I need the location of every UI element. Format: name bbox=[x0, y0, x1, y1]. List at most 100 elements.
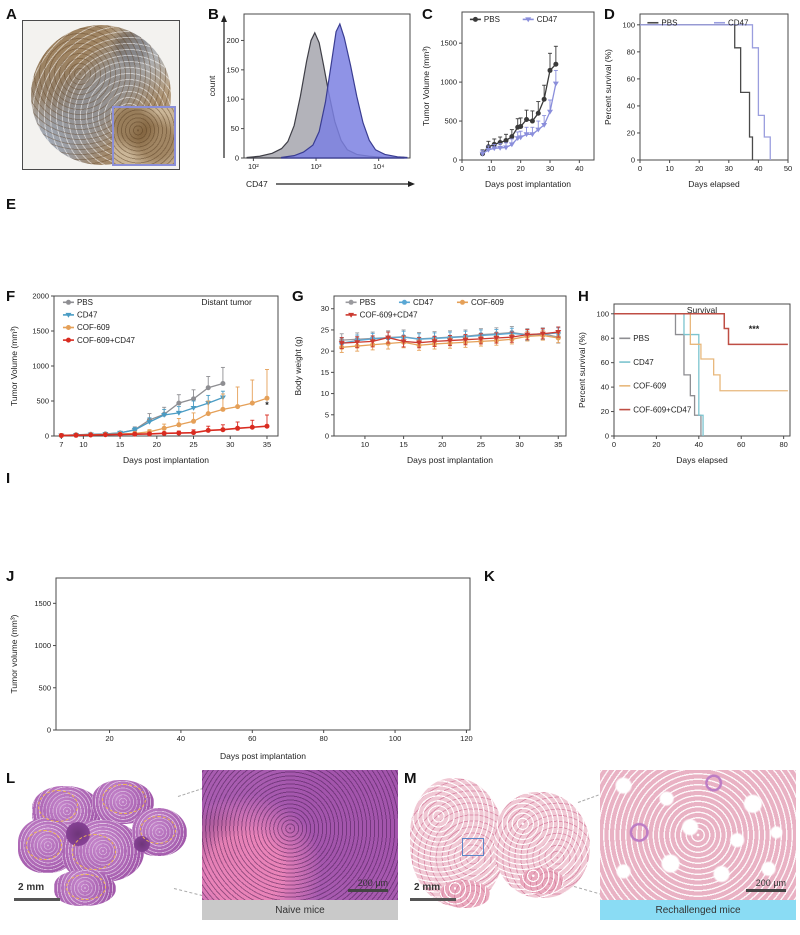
inset-source-box bbox=[462, 838, 484, 856]
svg-text:CD47: CD47 bbox=[77, 311, 98, 320]
histology-inset-rechallenged bbox=[600, 770, 796, 900]
svg-text:0: 0 bbox=[453, 156, 457, 165]
svg-text:20: 20 bbox=[627, 128, 635, 137]
panel-label-l: L bbox=[6, 770, 16, 787]
svg-text:Survival: Survival bbox=[687, 305, 717, 315]
svg-text:80: 80 bbox=[779, 440, 787, 449]
svg-text:COF-609+CD47: COF-609+CD47 bbox=[360, 311, 419, 320]
svg-text:30: 30 bbox=[226, 440, 234, 449]
panel-label-c: C bbox=[422, 6, 433, 23]
svg-text:2000: 2000 bbox=[32, 292, 49, 301]
svg-text:0: 0 bbox=[631, 156, 635, 165]
svg-text:10: 10 bbox=[321, 389, 329, 398]
ihc-zoom-inset bbox=[112, 106, 176, 166]
chart-tumor-volume-pbs-cd47: 0 10 20 30 40 0 500 1000 1500 Tumor Volume (mm³) D… bbox=[421, 11, 595, 189]
svg-text:COF-609: COF-609 bbox=[471, 298, 504, 307]
svg-text:PBS: PBS bbox=[360, 298, 376, 307]
svg-text:10: 10 bbox=[665, 164, 673, 173]
panel-label-h: H bbox=[578, 288, 589, 305]
svg-text:7: 7 bbox=[59, 440, 63, 449]
caption-rechallenged-mice: Rechallenged mice bbox=[600, 900, 796, 920]
panel-label-k: K bbox=[484, 568, 495, 585]
svg-text:40: 40 bbox=[601, 383, 609, 392]
svg-text:1500: 1500 bbox=[34, 599, 51, 608]
svg-text:60: 60 bbox=[737, 440, 745, 449]
svg-text:0: 0 bbox=[460, 164, 464, 173]
svg-text:Days post implantation: Days post implantation bbox=[485, 179, 571, 189]
svg-text:COF-609+CD47: COF-609+CD47 bbox=[77, 336, 136, 345]
svg-text:0: 0 bbox=[47, 726, 51, 735]
svg-text:150: 150 bbox=[226, 65, 239, 74]
svg-text:80: 80 bbox=[601, 334, 609, 343]
svg-text:Distant tumor: Distant tumor bbox=[201, 297, 252, 307]
svg-text:25: 25 bbox=[477, 440, 485, 449]
svg-text:Tumor Volume (mm³): Tumor Volume (mm³) bbox=[421, 46, 431, 126]
svg-text:50: 50 bbox=[784, 164, 792, 173]
chart-survival-pbs-cd47: 0 10 20 30 40 50 0 20 40 60 80 100 Percent survival … bbox=[603, 13, 792, 189]
svg-text:200: 200 bbox=[226, 36, 239, 45]
panel-m-histology-rechallenged: 2 mm 200 μm Rechallenged mice bbox=[400, 766, 798, 932]
inset-scale-label: 200 μm bbox=[704, 878, 786, 892]
svg-text:20: 20 bbox=[321, 347, 329, 356]
panel-l-histology-naive: 2 mm 200 μm Naive mice bbox=[6, 766, 398, 932]
svg-text:50: 50 bbox=[231, 124, 239, 133]
svg-text:Days post implantation: Days post implantation bbox=[220, 751, 306, 761]
caption-naive-mice: Naive mice bbox=[202, 900, 398, 920]
svg-text:60: 60 bbox=[601, 358, 609, 367]
svg-text:1500: 1500 bbox=[440, 39, 457, 48]
svg-text:Percent survival (%): Percent survival (%) bbox=[603, 49, 613, 125]
svg-text:Days post implantation: Days post implantation bbox=[123, 455, 209, 465]
svg-text:Days elapsed: Days elapsed bbox=[688, 179, 740, 189]
svg-text:1000: 1000 bbox=[34, 641, 51, 650]
svg-text:100: 100 bbox=[226, 95, 239, 104]
svg-text:COF-609: COF-609 bbox=[77, 323, 110, 332]
svg-text:0: 0 bbox=[638, 164, 642, 173]
svg-text:20: 20 bbox=[438, 440, 446, 449]
svg-text:80: 80 bbox=[627, 47, 635, 56]
panel-label-b: B bbox=[208, 6, 219, 23]
svg-text:10²: 10² bbox=[248, 162, 259, 171]
svg-text:0: 0 bbox=[325, 432, 329, 441]
svg-text:PBS: PBS bbox=[633, 334, 649, 343]
svg-text:15: 15 bbox=[321, 368, 329, 377]
lung-section-rechallenged bbox=[410, 776, 592, 914]
svg-text:30: 30 bbox=[321, 304, 329, 313]
svg-text:PBS: PBS bbox=[661, 18, 677, 27]
svg-text:Tumor Volume (mm³): Tumor Volume (mm³) bbox=[9, 326, 19, 406]
tumor-outline bbox=[72, 834, 116, 870]
svg-text:*: * bbox=[265, 400, 269, 410]
svg-text:35: 35 bbox=[263, 440, 271, 449]
svg-text:15: 15 bbox=[399, 440, 407, 449]
svg-text:30: 30 bbox=[725, 164, 733, 173]
svg-text:***: *** bbox=[749, 324, 760, 334]
svg-text:0: 0 bbox=[605, 432, 609, 441]
svg-text:count: count bbox=[207, 75, 217, 96]
svg-text:Percent survival (%): Percent survival (%) bbox=[577, 332, 587, 408]
chart-flow-histogram-cd47: 10² 10³ 10⁴ 0 50 100 150 200 count CD47 bbox=[207, 13, 415, 189]
svg-text:Days elapsed: Days elapsed bbox=[676, 455, 728, 465]
panel-label-i: I bbox=[6, 470, 11, 487]
svg-text:20: 20 bbox=[516, 164, 524, 173]
svg-text:Body weight (g): Body weight (g) bbox=[293, 336, 303, 395]
scale-bar bbox=[410, 898, 456, 901]
svg-text:CD47: CD47 bbox=[413, 298, 434, 307]
svg-text:0: 0 bbox=[612, 440, 616, 449]
svg-text:500: 500 bbox=[444, 117, 457, 126]
chart-body-weight: 10 15 20 25 30 35 0 5 10 15 20 25 30 Body weight (g) D… bbox=[293, 295, 567, 465]
svg-text:20: 20 bbox=[695, 164, 703, 173]
ihc-tissue-core bbox=[31, 25, 171, 165]
svg-text:5: 5 bbox=[325, 410, 329, 419]
histology-inset-naive bbox=[202, 770, 398, 900]
svg-text:500: 500 bbox=[36, 397, 49, 406]
svg-text:80: 80 bbox=[320, 734, 328, 743]
svg-text:40: 40 bbox=[575, 164, 583, 173]
ihc-image-frame bbox=[22, 20, 180, 170]
panel-label-j: J bbox=[6, 568, 15, 585]
svg-text:35: 35 bbox=[554, 440, 562, 449]
svg-text:40: 40 bbox=[177, 734, 185, 743]
panel-a-ihc-image bbox=[6, 0, 206, 190]
panel-e-treatment-timeline bbox=[10, 196, 798, 286]
tumor-outline bbox=[140, 816, 176, 844]
chart-rechallenge-survival bbox=[482, 566, 796, 762]
svg-text:40: 40 bbox=[627, 101, 635, 110]
